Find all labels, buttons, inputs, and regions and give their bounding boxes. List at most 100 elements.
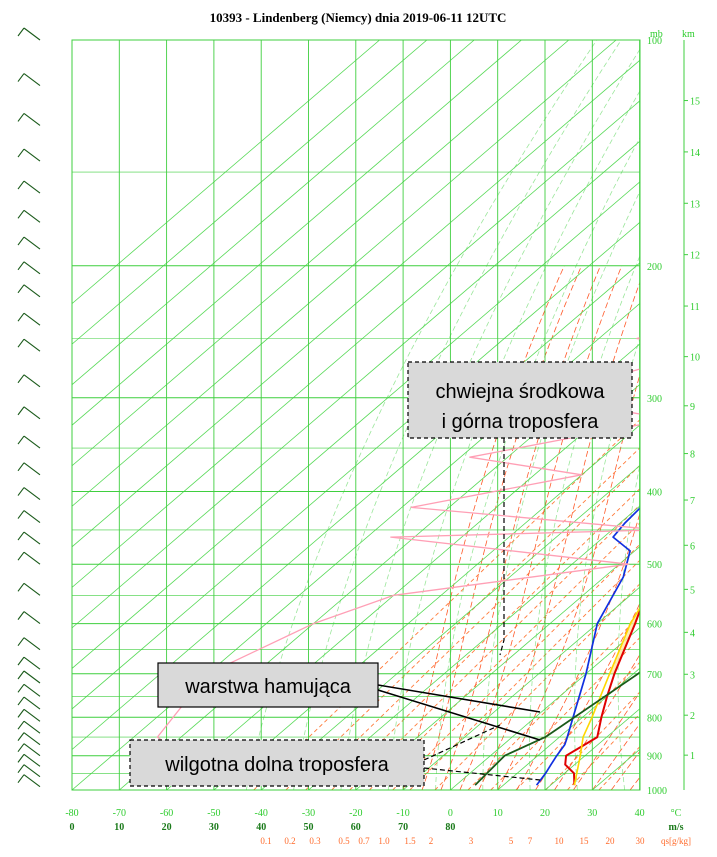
wind-speed-unit: m/s xyxy=(669,822,684,833)
pressure-unit: mb xyxy=(650,29,663,40)
skew-isotherm xyxy=(72,40,522,426)
mixing-ratio-tick: 1.0 xyxy=(378,836,390,846)
moist-adiabat xyxy=(591,722,640,790)
mixing-ratio-line xyxy=(467,614,640,790)
mixing-ratio-tick: 30 xyxy=(636,836,646,846)
wind-barb xyxy=(23,406,41,420)
height-tick: 7 xyxy=(690,496,695,507)
wind-barb-flag xyxy=(17,732,25,741)
wind-barb xyxy=(23,656,41,670)
wind-barb-flag xyxy=(17,743,25,753)
height-unit: km xyxy=(682,29,695,40)
pressure-tick: 900 xyxy=(647,752,662,763)
wind-barb xyxy=(23,743,41,757)
wind-barb-flag xyxy=(17,27,25,37)
wind-barb-flag xyxy=(17,656,25,666)
mixing-ratio-tick: 0.7 xyxy=(358,836,370,846)
skew-isotherm xyxy=(72,40,380,305)
mixing-ratio-tick: 20 xyxy=(606,836,616,846)
skew-isotherm xyxy=(72,181,640,669)
height-tick: 6 xyxy=(690,541,695,552)
wind-barb xyxy=(23,27,41,41)
pressure-tick: 200 xyxy=(647,262,662,273)
height-tick: 8 xyxy=(690,450,695,461)
annotation-connector xyxy=(377,689,541,741)
skew-isotherm xyxy=(355,545,640,790)
wind-barb-flag xyxy=(17,709,25,718)
temperature-tick: 30 xyxy=(587,808,597,819)
wind-barb xyxy=(23,764,41,778)
height-tick: 4 xyxy=(690,628,695,639)
wind-speed-tick: 20 xyxy=(162,822,172,833)
height-tick: 1 xyxy=(690,751,695,762)
height-tick: 9 xyxy=(690,402,695,413)
wind-barb-flag xyxy=(17,510,25,519)
annotation-inversion-text: warstwa hamująca xyxy=(184,676,352,698)
wind-barb-flag xyxy=(17,435,25,445)
pressure-tick: 600 xyxy=(647,620,662,631)
wind-barb-flag xyxy=(17,720,25,730)
height-tick: 2 xyxy=(690,711,695,722)
wind-speed-tick: 80 xyxy=(445,822,455,833)
pressure-tick: 400 xyxy=(647,488,662,499)
moist-adiabat xyxy=(554,653,640,790)
temperature-tick: 20 xyxy=(540,808,550,819)
annotation-inversion-box xyxy=(157,662,379,708)
plot-border xyxy=(71,39,641,791)
temperature-tick: -60 xyxy=(160,808,173,819)
height-tick: 5 xyxy=(690,585,695,596)
annotation-moist-lower-text: wilgotna dolna troposfera xyxy=(164,754,389,776)
wind-barb xyxy=(23,374,41,388)
wind-barb xyxy=(23,637,41,651)
annotation-unstable-upper-text: chwiejna środkowa xyxy=(436,381,606,403)
wind-barb-flag xyxy=(17,406,25,416)
wind-barb-flag xyxy=(17,531,25,541)
wind-barb-flag xyxy=(17,180,25,190)
skew-isotherm xyxy=(72,100,640,588)
skew-isotherm xyxy=(72,40,475,386)
wind-barb xyxy=(23,582,41,596)
wind-barb xyxy=(23,510,41,524)
wind-barb-flag xyxy=(17,696,25,706)
mixing-ratio-line xyxy=(434,583,640,790)
mixing-ratio-tick: 7 xyxy=(528,836,533,846)
wind-barb xyxy=(23,236,41,250)
wind-barb-flag xyxy=(17,637,25,647)
mixing-ratio-tick: 2 xyxy=(429,836,434,846)
wind-barb xyxy=(23,148,41,162)
wind-barb xyxy=(23,284,41,298)
annotation-moist-lower-box xyxy=(129,739,425,787)
chart-title: 10393 - Lindenberg (Niemcy) dnia 2019-06… xyxy=(210,10,507,25)
wind-barb-flag xyxy=(17,374,25,384)
temperature-tick: -70 xyxy=(113,808,126,819)
temperature-tick: 0 xyxy=(448,808,453,819)
wind-barb-flag xyxy=(17,284,25,294)
pressure-tick: 1000 xyxy=(647,786,667,797)
wind-barb xyxy=(23,696,41,710)
temperature-tick: -80 xyxy=(65,808,78,819)
parcel-line xyxy=(573,606,640,786)
temperature-tick: -30 xyxy=(302,808,315,819)
temperature-tick: -50 xyxy=(207,808,220,819)
mixing-ratio-tick: 0.5 xyxy=(338,836,350,846)
mixing-ratio-tick: 5 xyxy=(509,836,514,846)
annotation-connector xyxy=(423,724,501,761)
temperature-tick: 10 xyxy=(493,808,503,819)
skew-isotherm xyxy=(72,40,617,507)
skew-isotherm xyxy=(308,505,640,790)
wind-barb-flag xyxy=(17,261,25,271)
wind-speed-tick: 70 xyxy=(398,822,408,833)
skew-isotherm xyxy=(72,140,640,629)
temperature-tick: -20 xyxy=(349,808,362,819)
wind-barb-flag xyxy=(17,236,25,246)
wind-barb-flag xyxy=(17,774,25,784)
wind-barb xyxy=(23,435,41,449)
height-tick: 14 xyxy=(690,148,700,159)
wind-barb xyxy=(23,180,41,194)
wind-barb-flag xyxy=(17,209,25,219)
wind-speed-tick: 10 xyxy=(114,822,124,833)
wind-barbs xyxy=(17,27,41,788)
annotations: chwiejna środkowa i górna troposfera warst… xyxy=(129,361,633,787)
wind-barb xyxy=(23,708,41,722)
